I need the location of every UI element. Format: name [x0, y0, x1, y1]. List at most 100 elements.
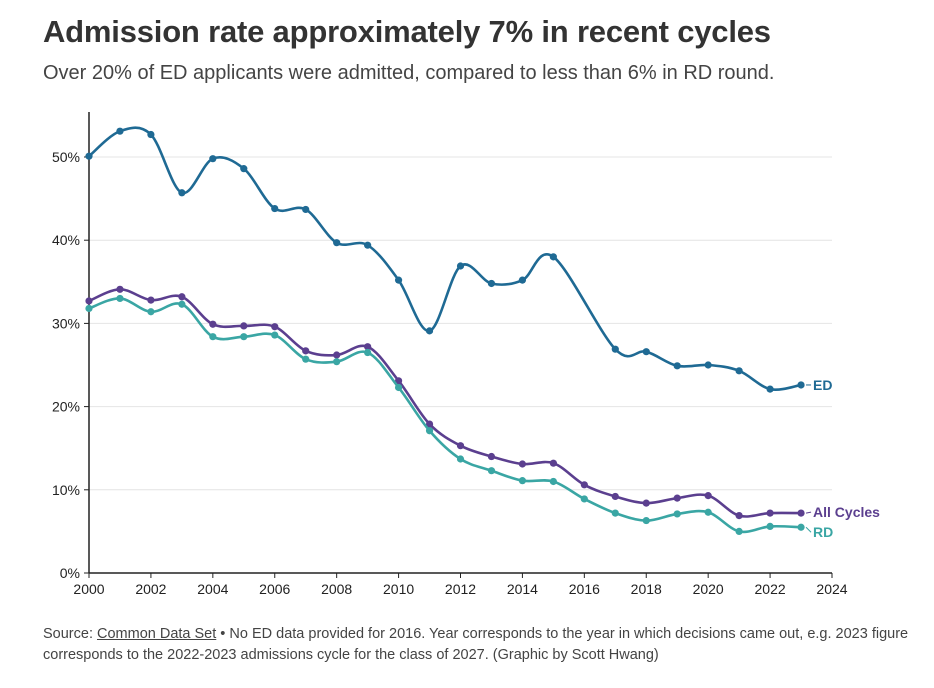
x-tick-label: 2020 — [693, 581, 724, 597]
data-point-ed — [302, 205, 310, 214]
data-point-ed — [797, 381, 805, 389]
series-lines — [85, 126, 805, 536]
data-point-ed — [549, 253, 557, 261]
chart-title: Admission rate approximately 7% in recen… — [43, 14, 771, 49]
data-point-ed — [209, 155, 217, 163]
data-point-rd — [178, 300, 186, 308]
data-point-rd — [364, 348, 372, 357]
x-tick-label: 2002 — [135, 581, 166, 597]
line-chart: 0% 10% 20% 30% 40% 50% 2000 2002 2004 2006 2008 201… — [52, 112, 880, 597]
data-point-all-cycles — [611, 492, 619, 501]
data-point-ed — [642, 348, 650, 356]
data-point-rd — [797, 523, 805, 531]
data-point-rd — [456, 455, 465, 463]
end-label-leader — [805, 526, 812, 533]
x-tick-label: 2024 — [816, 581, 847, 597]
data-point-rd — [240, 333, 248, 341]
data-point-rd — [580, 495, 588, 503]
x-tick-label: 2012 — [445, 581, 476, 597]
end-label-rd: RD — [813, 524, 833, 540]
data-point-rd — [673, 510, 681, 518]
end-label-leader — [805, 511, 812, 514]
data-point-rd — [147, 308, 155, 316]
data-point-ed — [116, 127, 124, 135]
y-tick-label: 40% — [52, 232, 80, 248]
x-tick-label: 2018 — [631, 581, 662, 597]
data-point-ed — [271, 204, 279, 213]
chart-subtitle: Over 20% of ED applicants were admitted,… — [43, 62, 775, 84]
data-point-rd — [549, 477, 557, 486]
data-point-ed — [333, 239, 341, 247]
data-point-all-cycles — [333, 351, 341, 359]
data-point-all-cycles — [394, 377, 403, 385]
data-point-ed — [425, 327, 434, 335]
data-point-ed — [456, 262, 465, 270]
end-label-ed: ED — [813, 377, 832, 393]
data-point-rd — [487, 467, 496, 475]
data-point-all-cycles — [642, 499, 650, 507]
data-point-rd — [85, 304, 93, 313]
y-tick-label: 30% — [52, 315, 80, 331]
data-point-rd — [704, 508, 712, 516]
data-point-rd — [333, 358, 341, 366]
data-point-ed — [766, 385, 774, 393]
x-tick-label: 2016 — [569, 581, 600, 597]
data-point-rd — [611, 509, 619, 517]
series-line-rd — [88, 297, 802, 534]
data-point-rd — [116, 294, 124, 303]
data-point-ed — [611, 345, 619, 353]
source-note-text: • No ED data provided for 2016. Year cor… — [43, 626, 909, 663]
y-tick-label: 10% — [52, 482, 80, 498]
data-point-all-cycles — [240, 322, 248, 330]
x-tick-label: 2022 — [755, 581, 786, 597]
data-point-rd — [209, 333, 217, 341]
data-point-all-cycles — [209, 320, 217, 328]
data-point-all-cycles — [425, 420, 434, 428]
data-point-all-cycles — [271, 323, 279, 331]
data-point-ed — [487, 279, 496, 288]
x-tick-label: 2010 — [383, 581, 414, 597]
data-point-all-cycles — [549, 459, 557, 467]
data-point-ed — [85, 152, 93, 160]
x-tick-label: 2000 — [73, 581, 104, 597]
data-point-rd — [302, 355, 310, 363]
data-point-ed — [240, 165, 248, 173]
data-point-all-cycles — [116, 285, 124, 293]
data-point-ed — [518, 276, 527, 284]
data-point-ed — [394, 276, 403, 284]
data-point-rd — [642, 516, 650, 525]
data-point-all-cycles — [147, 296, 155, 304]
data-point-all-cycles — [487, 452, 496, 461]
y-tick-label: 20% — [52, 399, 80, 415]
data-point-ed — [704, 361, 712, 369]
data-point-all-cycles — [673, 494, 681, 502]
data-point-ed — [178, 189, 186, 197]
data-point-ed — [364, 241, 372, 249]
data-point-all-cycles — [797, 509, 805, 517]
data-point-all-cycles — [302, 347, 310, 355]
data-point-rd — [735, 527, 743, 536]
x-tick-label: 2014 — [507, 581, 538, 597]
data-point-all-cycles — [580, 481, 588, 489]
x-tick-label: 2004 — [197, 581, 228, 597]
end-labels: ED All Cycles RD — [805, 377, 880, 540]
x-tick-label: 2006 — [259, 581, 290, 597]
y-tick-label: 0% — [60, 565, 80, 581]
data-point-rd — [394, 383, 403, 392]
data-point-rd — [425, 427, 434, 435]
data-point-all-cycles — [456, 442, 465, 450]
source-note: Source: Common Data Set • No ED data pro… — [43, 624, 923, 666]
source-prefix: Source: — [43, 626, 97, 642]
data-point-all-cycles — [364, 343, 372, 351]
source-link[interactable]: Common Data Set — [97, 626, 217, 642]
data-point-ed — [735, 367, 743, 375]
data-point-ed — [673, 362, 681, 370]
data-point-rd — [271, 331, 279, 339]
data-point-rd — [518, 477, 527, 485]
data-point-rd — [766, 522, 774, 531]
data-point-all-cycles — [518, 460, 527, 468]
series-line-ed — [88, 126, 802, 391]
data-point-ed — [147, 130, 155, 139]
data-point-all-cycles — [766, 509, 774, 517]
data-point-all-cycles — [85, 297, 93, 305]
